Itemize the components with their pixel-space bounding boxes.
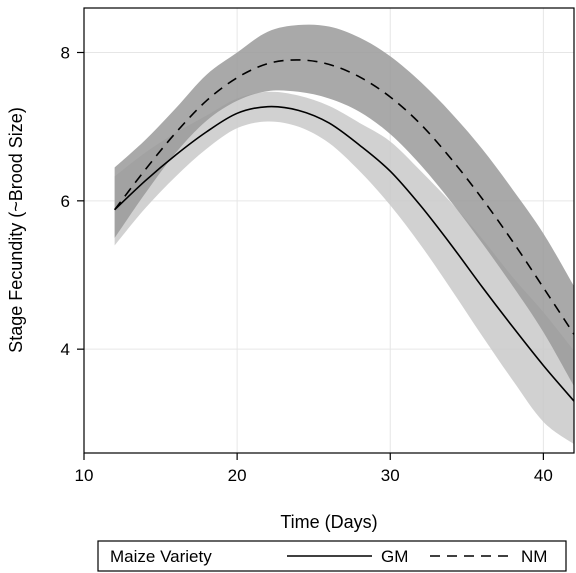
y-axis-title: Stage Fecundity (~Brood Size): [6, 107, 26, 353]
legend: Maize Variety GM NM: [97, 540, 567, 572]
x-tick-label-20: 20: [228, 466, 247, 485]
series-lines: [113, 59, 575, 402]
band-gm: [114, 91, 574, 445]
x-tick-label-10: 10: [75, 466, 94, 485]
x-axis-title: Time (Days): [280, 512, 377, 532]
line-gm: [114, 105, 575, 402]
confidence-bands: [114, 24, 574, 445]
legend-title: Maize Variety: [110, 547, 212, 566]
legend-label-gm: GM: [381, 547, 408, 566]
y-tick-label-4: 4: [61, 340, 70, 359]
y-tick-label-8: 8: [61, 44, 70, 63]
band-nm: [114, 24, 574, 387]
legend-label-nm: NM: [521, 547, 547, 566]
y-axis: 4 6 8: [61, 44, 84, 359]
line-nm: [113, 59, 575, 335]
x-tick-label-40: 40: [534, 466, 553, 485]
x-axis: 10 20 30 40: [75, 453, 553, 485]
y-tick-label-6: 6: [61, 192, 70, 211]
x-tick-label-30: 30: [381, 466, 400, 485]
plot-frame: [83, 7, 575, 454]
